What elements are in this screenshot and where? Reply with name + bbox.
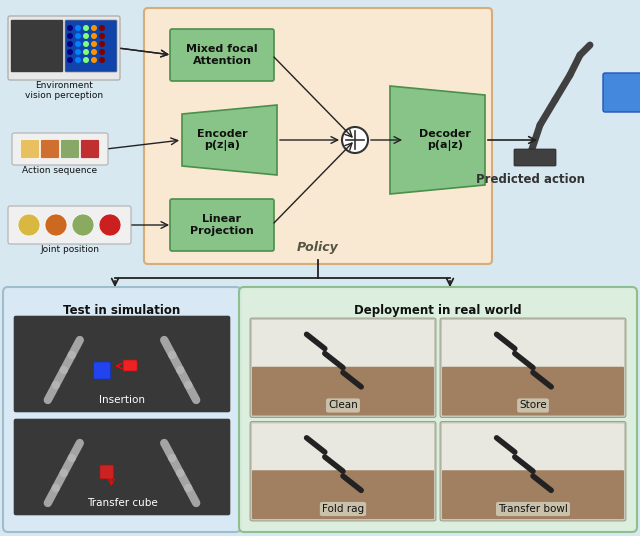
FancyBboxPatch shape [40,139,60,159]
Circle shape [83,25,89,31]
Circle shape [99,25,105,31]
FancyBboxPatch shape [144,8,492,264]
Text: Insertion: Insertion [99,395,145,405]
Text: Predicted action: Predicted action [476,173,584,186]
Circle shape [83,33,89,39]
Text: Policy: Policy [297,241,339,254]
FancyBboxPatch shape [123,360,137,371]
FancyBboxPatch shape [3,287,241,532]
FancyBboxPatch shape [8,16,120,80]
Circle shape [99,33,105,39]
Circle shape [45,214,67,236]
FancyBboxPatch shape [14,419,230,515]
Polygon shape [182,105,277,175]
Text: Transfer cube: Transfer cube [86,498,157,508]
FancyBboxPatch shape [252,320,434,370]
FancyBboxPatch shape [239,287,637,532]
FancyBboxPatch shape [12,133,108,165]
FancyBboxPatch shape [442,470,624,519]
FancyBboxPatch shape [440,318,626,418]
FancyBboxPatch shape [252,470,434,519]
Circle shape [83,49,89,55]
Circle shape [75,33,81,39]
Circle shape [91,33,97,39]
Circle shape [75,25,81,31]
FancyBboxPatch shape [170,199,274,251]
Circle shape [75,57,81,63]
FancyBboxPatch shape [603,73,640,112]
Circle shape [75,41,81,47]
Circle shape [67,25,73,31]
Circle shape [83,41,89,47]
FancyBboxPatch shape [514,149,556,166]
Circle shape [99,57,105,63]
Text: Environment
vision perception: Environment vision perception [25,81,103,100]
Text: Action sequence: Action sequence [22,166,97,175]
FancyBboxPatch shape [170,29,274,81]
FancyBboxPatch shape [100,465,114,479]
Text: Decoder
p(a|z): Decoder p(a|z) [419,129,471,151]
Circle shape [75,49,81,55]
Text: Mixed focal
Attention: Mixed focal Attention [186,44,258,66]
Circle shape [91,57,97,63]
FancyBboxPatch shape [14,316,230,412]
FancyBboxPatch shape [81,139,99,159]
Text: Linear
Projection: Linear Projection [190,214,254,236]
FancyBboxPatch shape [20,139,40,159]
FancyBboxPatch shape [252,423,434,473]
Text: Deployment in real world: Deployment in real world [354,304,522,317]
Circle shape [67,33,73,39]
FancyBboxPatch shape [250,421,436,521]
Circle shape [67,57,73,63]
Text: Test in simulation: Test in simulation [63,304,180,317]
Circle shape [99,49,105,55]
FancyBboxPatch shape [250,318,436,418]
Circle shape [342,127,368,153]
Circle shape [72,214,94,236]
FancyBboxPatch shape [442,320,624,370]
FancyBboxPatch shape [61,139,79,159]
FancyBboxPatch shape [14,419,230,515]
FancyBboxPatch shape [14,316,230,412]
FancyBboxPatch shape [65,20,117,72]
Circle shape [18,214,40,236]
Circle shape [99,41,105,47]
Text: Fold rag: Fold rag [322,504,364,514]
Text: Joint position: Joint position [40,245,99,254]
Circle shape [67,41,73,47]
FancyBboxPatch shape [442,367,624,415]
Polygon shape [390,86,485,194]
Circle shape [91,41,97,47]
Circle shape [83,57,89,63]
Text: Transfer bowl: Transfer bowl [498,504,568,514]
FancyBboxPatch shape [11,20,63,72]
FancyBboxPatch shape [440,421,626,521]
Text: Store: Store [519,400,547,411]
Circle shape [99,214,121,236]
Circle shape [91,25,97,31]
FancyBboxPatch shape [93,362,111,379]
Circle shape [91,49,97,55]
FancyBboxPatch shape [11,20,63,72]
Circle shape [67,49,73,55]
FancyBboxPatch shape [442,423,624,473]
Text: Clean: Clean [328,400,358,411]
Text: Encoder
p(z|a): Encoder p(z|a) [196,129,247,151]
FancyBboxPatch shape [8,206,131,244]
FancyBboxPatch shape [252,367,434,415]
